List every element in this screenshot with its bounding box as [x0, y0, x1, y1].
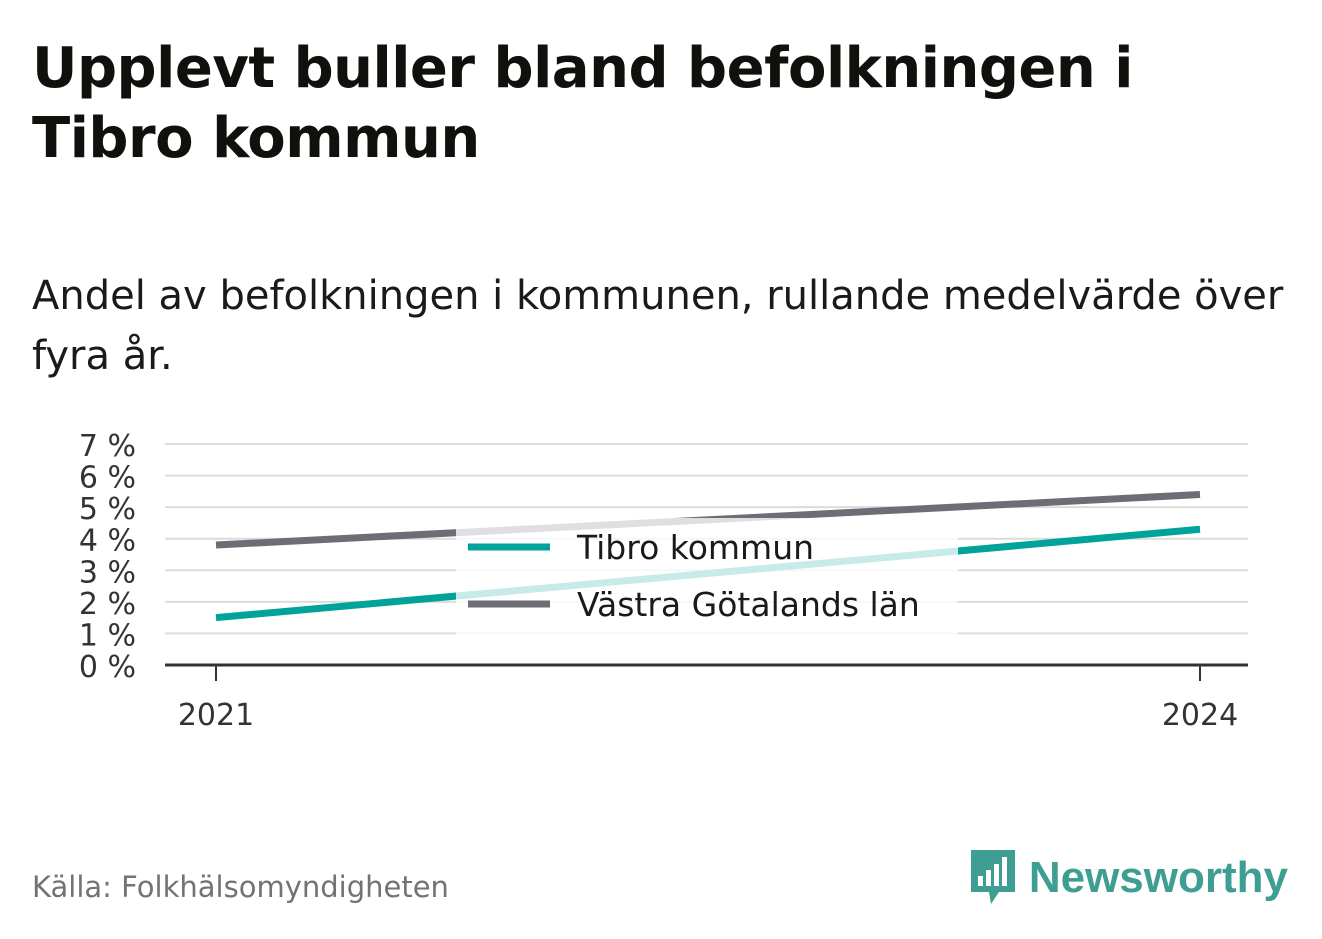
y-tick-label: 1 %	[79, 618, 136, 653]
legend-label: Tibro kommun	[576, 528, 814, 567]
line-chart: 0 %1 %2 %3 %4 %5 %6 %7 % Tibro kommun Väs…	[79, 429, 1248, 730]
y-tick-label: 3 %	[79, 555, 136, 590]
brand-name: Newsworthy	[1028, 853, 1288, 902]
chart-subtitle: Andel av befolkningen i kommunen, rullan…	[32, 273, 1284, 379]
y-tick-label: 7 %	[79, 429, 136, 464]
y-tick-label: 2 %	[79, 587, 136, 622]
y-axis-tick-labels: 0 %1 %2 %3 %4 %5 %6 %7 %	[79, 429, 136, 685]
newsworthy-logo-icon	[970, 850, 1015, 904]
chart-title: Upplevt buller bland befolkningen i Tibr…	[32, 36, 1133, 171]
y-tick-label: 6 %	[79, 461, 136, 496]
legend-background	[456, 518, 958, 638]
x-axis: 2021 2024	[165, 663, 1248, 730]
y-tick-label: 0 %	[79, 650, 136, 685]
legend: Tibro kommun Västra Götalands län	[468, 528, 920, 624]
legend-label: Västra Götalands län	[577, 585, 920, 624]
brand-logo: Newsworthy	[969, 848, 1288, 908]
y-tick-label: 4 %	[79, 524, 136, 559]
source-note: Källa: Folkhälsomyndigheten	[32, 870, 449, 904]
x-tick-label: 2024	[1162, 698, 1238, 730]
x-tick-label: 2021	[178, 698, 254, 730]
y-tick-label: 5 %	[79, 492, 136, 527]
